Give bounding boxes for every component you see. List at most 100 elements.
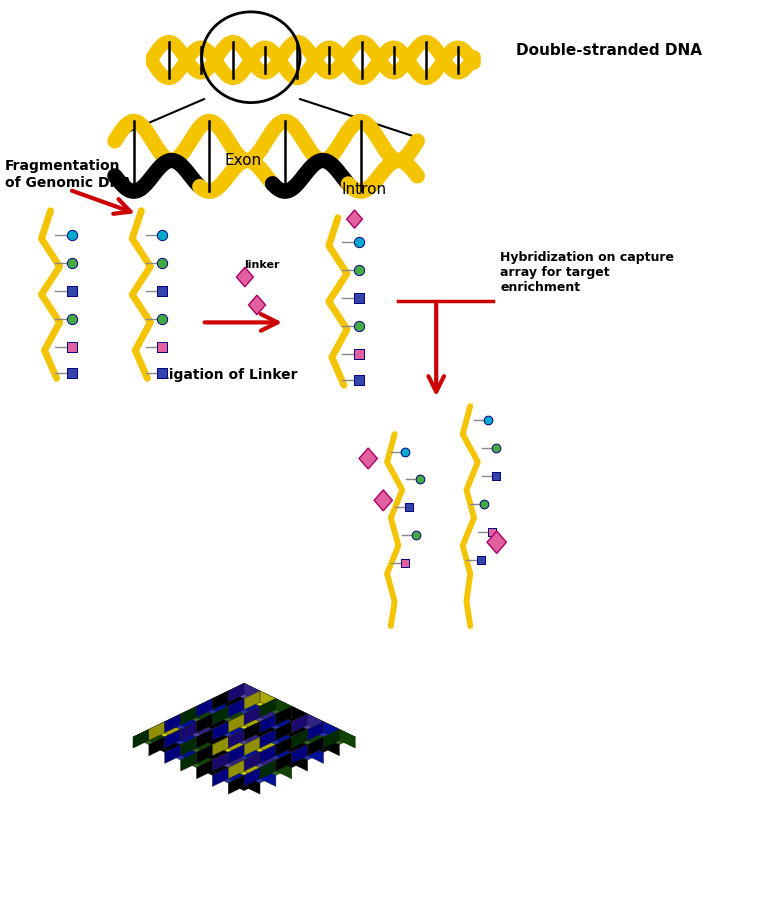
Polygon shape <box>260 737 276 756</box>
Polygon shape <box>228 699 244 717</box>
Polygon shape <box>181 706 197 725</box>
Polygon shape <box>133 729 149 748</box>
Polygon shape <box>276 722 291 741</box>
Point <box>486 524 498 539</box>
Polygon shape <box>291 729 323 744</box>
Polygon shape <box>260 744 276 763</box>
Polygon shape <box>228 760 260 775</box>
Point <box>353 372 365 387</box>
Polygon shape <box>181 737 197 756</box>
Polygon shape <box>339 729 355 748</box>
Point <box>353 235 365 249</box>
Point <box>403 501 415 515</box>
Polygon shape <box>291 729 307 748</box>
Polygon shape <box>133 729 165 744</box>
Polygon shape <box>228 714 244 733</box>
Polygon shape <box>374 490 392 511</box>
Polygon shape <box>213 729 228 748</box>
Polygon shape <box>197 760 228 775</box>
Polygon shape <box>244 768 276 783</box>
Polygon shape <box>260 714 276 733</box>
Polygon shape <box>307 744 323 763</box>
Polygon shape <box>197 714 213 733</box>
Polygon shape <box>276 753 291 771</box>
Point <box>156 339 168 354</box>
Polygon shape <box>244 760 260 779</box>
Polygon shape <box>228 706 244 725</box>
Polygon shape <box>228 722 244 741</box>
Polygon shape <box>228 683 260 699</box>
Point <box>490 469 502 483</box>
Polygon shape <box>347 210 362 228</box>
Point <box>65 311 77 326</box>
Polygon shape <box>307 722 339 737</box>
Polygon shape <box>244 714 260 733</box>
Polygon shape <box>291 714 323 729</box>
Polygon shape <box>244 722 260 741</box>
Point <box>156 228 168 242</box>
Polygon shape <box>291 706 307 725</box>
Polygon shape <box>197 737 213 756</box>
Polygon shape <box>244 737 276 753</box>
Polygon shape <box>276 729 291 748</box>
Polygon shape <box>149 737 165 756</box>
Polygon shape <box>307 714 323 733</box>
Polygon shape <box>244 744 260 763</box>
Polygon shape <box>248 295 266 315</box>
Polygon shape <box>244 683 260 702</box>
Polygon shape <box>244 775 260 794</box>
Polygon shape <box>228 729 244 748</box>
Text: Exon: Exon <box>225 153 262 168</box>
Polygon shape <box>165 729 181 748</box>
Polygon shape <box>260 729 276 748</box>
Polygon shape <box>228 683 244 702</box>
Point <box>399 556 411 571</box>
Polygon shape <box>276 760 291 779</box>
Polygon shape <box>260 699 276 717</box>
Polygon shape <box>276 714 291 733</box>
Polygon shape <box>197 744 213 763</box>
Polygon shape <box>228 768 244 786</box>
Polygon shape <box>228 744 244 763</box>
Point <box>353 347 365 361</box>
Polygon shape <box>244 706 276 722</box>
Polygon shape <box>213 753 244 768</box>
Point <box>353 318 365 333</box>
Polygon shape <box>181 729 197 748</box>
Polygon shape <box>213 722 228 741</box>
Polygon shape <box>213 706 244 722</box>
Polygon shape <box>213 744 228 763</box>
Polygon shape <box>228 691 244 710</box>
Polygon shape <box>165 737 181 756</box>
Polygon shape <box>291 744 323 760</box>
Polygon shape <box>244 737 260 756</box>
Polygon shape <box>276 706 307 722</box>
Polygon shape <box>244 722 276 737</box>
Polygon shape <box>165 714 181 733</box>
Polygon shape <box>213 706 228 725</box>
Polygon shape <box>323 737 339 756</box>
Polygon shape <box>165 744 197 760</box>
Polygon shape <box>149 737 181 753</box>
Polygon shape <box>197 714 228 729</box>
Polygon shape <box>244 691 276 706</box>
Polygon shape <box>307 737 339 753</box>
Text: Hybridization on capture
array for target
enrichment: Hybridization on capture array for targe… <box>500 251 675 295</box>
Polygon shape <box>244 706 260 725</box>
Polygon shape <box>291 714 307 733</box>
Point <box>65 256 77 270</box>
Polygon shape <box>260 729 291 744</box>
Point <box>353 263 365 278</box>
Polygon shape <box>197 729 228 744</box>
Polygon shape <box>276 744 291 763</box>
Point <box>490 440 502 455</box>
Polygon shape <box>181 744 197 763</box>
Polygon shape <box>213 768 228 786</box>
Polygon shape <box>165 714 197 729</box>
Polygon shape <box>165 744 181 763</box>
Text: Fragmentation
of Genomic DNA: Fragmentation of Genomic DNA <box>5 159 132 189</box>
Polygon shape <box>236 268 254 287</box>
Point <box>156 311 168 326</box>
Polygon shape <box>228 775 244 794</box>
Polygon shape <box>197 760 213 779</box>
